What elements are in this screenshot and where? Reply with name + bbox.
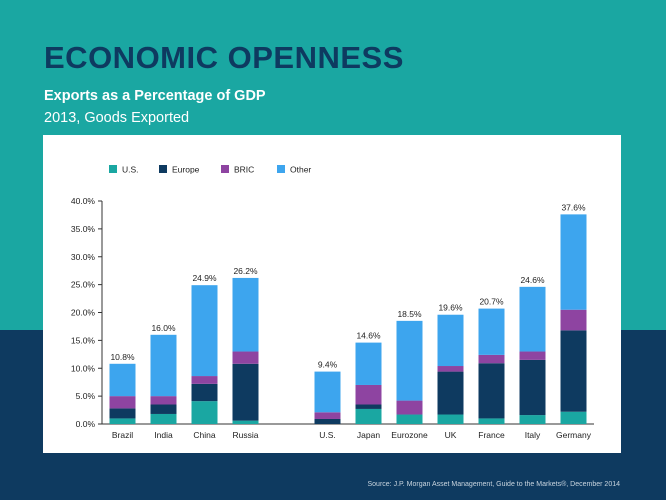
- bar-germany-europe: [560, 330, 587, 412]
- x-tick-label-uk: UK: [445, 430, 457, 440]
- legend-swatch-bric: [221, 165, 229, 173]
- x-tick-label-germany: Germany: [556, 430, 592, 440]
- bar-italy-other: [519, 286, 546, 352]
- data-label-italy: 24.6%: [520, 275, 545, 285]
- bar-china-bric: [191, 376, 218, 384]
- bar-eurozone-u-s: [396, 414, 423, 424]
- bar-brazil-europe: [109, 408, 136, 419]
- data-label-uk: 19.6%: [438, 303, 463, 313]
- data-label-eurozone: 18.5%: [397, 309, 422, 319]
- y-tick-label: 5.0%: [76, 391, 96, 401]
- bar-france-europe: [478, 363, 505, 419]
- y-tick-label: 0.0%: [76, 419, 96, 429]
- legend-label-bric: BRIC: [234, 165, 254, 175]
- bar-eurozone-other: [396, 320, 423, 401]
- bar-japan-bric: [355, 384, 382, 405]
- bar-germany-other: [560, 214, 587, 310]
- chart-panel: 0.0% 5.0% 10.0% 15.0% 20.0% 25.0% 30.0% 35.0% 40…: [43, 135, 621, 453]
- bar-eurozone-bric: [396, 400, 423, 415]
- legend-swatch-u-s: [109, 165, 117, 173]
- bar-france-bric: [478, 354, 505, 364]
- page-title: ECONOMIC OPENNESS: [44, 40, 404, 75]
- bar-u-s-europe: [314, 418, 341, 424]
- bar-japan-other: [355, 342, 382, 385]
- bar-france-other: [478, 308, 505, 355]
- y-tick-label: 30.0%: [71, 252, 96, 262]
- legend-swatch-europe: [159, 165, 167, 173]
- bar-russia-europe: [232, 363, 259, 421]
- data-label-japan: 14.6%: [356, 331, 381, 341]
- bar-uk-bric: [437, 366, 464, 372]
- x-tick-label-u-s: U.S.: [319, 430, 336, 440]
- data-label-u-s: 9.4%: [318, 360, 338, 370]
- bar-india-europe: [150, 404, 177, 414]
- bar-u-s-bric: [314, 412, 341, 419]
- y-tick-label: 15.0%: [71, 335, 96, 345]
- data-label-china: 24.9%: [192, 273, 217, 283]
- bar-japan-europe: [355, 404, 382, 409]
- data-label-brazil: 10.8%: [110, 352, 135, 362]
- bar-brazil-u-s: [109, 418, 136, 424]
- bar-germany-u-s: [560, 411, 587, 424]
- legend-label-u-s: U.S.: [122, 165, 139, 175]
- bar-russia-other: [232, 277, 259, 352]
- bar-italy-bric: [519, 351, 546, 360]
- x-tick-label-china: China: [193, 430, 215, 440]
- stacked-bar-chart: 0.0% 5.0% 10.0% 15.0% 20.0% 25.0% 30.0% 35.0% 40…: [71, 165, 594, 440]
- chart-subtitle: Exports as a Percentage of GDP: [44, 88, 266, 104]
- bar-india-u-s: [150, 413, 177, 424]
- legend-label-other: Other: [290, 165, 311, 175]
- bar-brazil-other: [109, 363, 136, 397]
- bar-uk-u-s: [437, 414, 464, 424]
- x-tick-label-brazil: Brazil: [112, 430, 133, 440]
- x-tick-label-russia: Russia: [233, 430, 259, 440]
- data-label-india: 16.0%: [151, 323, 176, 333]
- bar-china-europe: [191, 383, 218, 402]
- bar-china-u-s: [191, 401, 218, 424]
- bar-india-bric: [150, 396, 177, 405]
- data-label-france: 20.7%: [479, 297, 504, 307]
- bar-brazil-bric: [109, 396, 136, 409]
- x-tick-label-eurozone: Eurozone: [391, 430, 428, 440]
- legend-swatch-other: [277, 165, 285, 173]
- data-label-russia: 26.2%: [233, 266, 258, 276]
- data-label-germany: 37.6%: [561, 202, 586, 212]
- source-note: Source: J.P. Morgan Asset Management, Gu…: [367, 481, 621, 488]
- bar-france-u-s: [478, 418, 505, 424]
- bar-italy-europe: [519, 359, 546, 416]
- bar-russia-bric: [232, 351, 259, 364]
- x-tick-label-italy: Italy: [525, 430, 541, 440]
- bar-india-other: [150, 334, 177, 397]
- bar-japan-u-s: [355, 408, 382, 424]
- bar-china-other: [191, 285, 218, 377]
- y-tick-label: 25.0%: [71, 280, 96, 290]
- y-tick-label: 20.0%: [71, 308, 96, 318]
- bar-russia-u-s: [232, 420, 259, 424]
- bar-uk-other: [437, 314, 464, 367]
- bar-germany-bric: [560, 309, 587, 331]
- bar-u-s-other: [314, 371, 341, 413]
- bar-uk-europe: [437, 371, 464, 415]
- x-tick-label-india: India: [154, 430, 173, 440]
- chart-subtitle-detail: 2013, Goods Exported: [44, 110, 190, 126]
- y-tick-label: 35.0%: [71, 224, 96, 234]
- y-tick-label: 10.0%: [71, 363, 96, 373]
- x-tick-label-japan: Japan: [357, 430, 380, 440]
- y-tick-label: 40.0%: [71, 196, 96, 206]
- x-tick-label-france: France: [478, 430, 505, 440]
- bar-italy-u-s: [519, 415, 546, 424]
- legend-label-europe: Europe: [172, 165, 200, 175]
